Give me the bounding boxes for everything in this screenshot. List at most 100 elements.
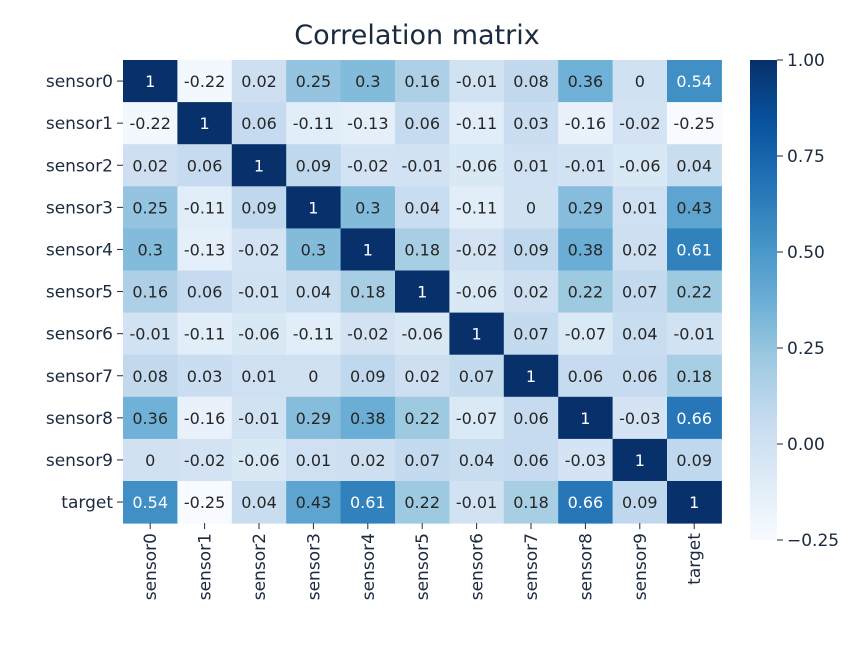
heatmap-cell <box>558 186 614 229</box>
heatmap-cell <box>503 144 559 187</box>
heatmap-cell <box>177 228 233 271</box>
cell-value-label: 1 <box>363 240 373 259</box>
heatmap-cell <box>286 396 342 440</box>
cell-value-label: 0.06 <box>513 409 549 428</box>
cell-value-label: 0.08 <box>132 367 168 386</box>
cell-value-label: -0.01 <box>129 325 170 344</box>
cell-value-label: -0.25 <box>184 493 225 512</box>
heatmap-cell <box>395 270 450 314</box>
cell-value-label: 0.09 <box>350 367 386 386</box>
cell-value-label: 0.36 <box>568 72 604 91</box>
colorbar-gradient <box>750 60 777 540</box>
column-label: sensor8 <box>576 533 596 600</box>
cell-value-label: 0.54 <box>132 493 168 512</box>
heatmap-cell <box>395 228 450 271</box>
heatmap-cell <box>286 228 342 271</box>
cell-value-label: -0.03 <box>565 451 606 470</box>
cell-value-label: 0.01 <box>622 198 658 217</box>
column-label: sensor0 <box>141 533 161 600</box>
cell-value-label: 0.3 <box>355 72 380 91</box>
heatmap-cell <box>667 270 722 314</box>
heatmap-cell <box>558 438 614 482</box>
colorbar: −0.25 0.00 0.25 0.50 0.75 1.00 <box>750 51 839 551</box>
heatmap-cell <box>503 186 559 229</box>
heatmap-cell <box>503 312 559 356</box>
cell-value-label: 0.3 <box>355 198 380 217</box>
cell-value-label: 0 <box>308 367 318 386</box>
column-label: sensor4 <box>359 533 379 600</box>
colorbar-tick-label: 0.50 <box>787 243 825 263</box>
heatmap-cell <box>286 102 342 145</box>
heatmap-cell <box>449 228 505 271</box>
cell-value-label: -0.11 <box>184 325 225 344</box>
column-labels: sensor0 sensor1 sensor2 sensor3 sensor4 senso… <box>141 523 705 600</box>
heatmap-cell <box>340 228 396 271</box>
cell-value-label: -0.07 <box>565 325 606 344</box>
heatmap-cell <box>503 228 559 271</box>
cell-value-label: 0.06 <box>187 156 223 175</box>
cell-value-label: 1 <box>635 451 645 470</box>
column-label: sensor3 <box>304 533 324 600</box>
cell-value-label: 0.09 <box>676 451 712 470</box>
heatmap-cell <box>123 60 178 103</box>
cell-value-label: -0.13 <box>184 240 225 259</box>
heatmap-cell <box>231 144 287 187</box>
cell-value-label: -0.16 <box>565 114 606 133</box>
heatmap-cell <box>449 102 505 145</box>
cell-value-label: -0.06 <box>238 325 279 344</box>
cell-value-label: 0.04 <box>404 198 440 217</box>
cell-value-label: 0.18 <box>350 283 386 302</box>
cell-value-label: -0.11 <box>184 198 225 217</box>
cell-value-label: -0.13 <box>347 114 388 133</box>
heatmap-cell <box>286 312 342 356</box>
heatmap-cell <box>667 312 722 356</box>
heatmap-cell <box>395 60 450 103</box>
heatmap-cell <box>667 228 722 271</box>
heatmap-cell <box>667 396 722 440</box>
heatmap-cell <box>449 354 505 398</box>
cell-value-label: 1 <box>145 72 155 91</box>
cell-value-label: 0.29 <box>568 198 604 217</box>
heatmap-cell <box>667 102 722 145</box>
heatmap-cell <box>340 60 396 103</box>
cell-value-label: -0.11 <box>293 114 334 133</box>
colorbar-tick-label: 1.00 <box>787 51 825 71</box>
cell-value-label: 1 <box>254 156 264 175</box>
heatmap-cell <box>449 60 505 103</box>
colorbar-tick-label: −0.25 <box>787 531 839 551</box>
heatmap-cell <box>340 438 396 482</box>
cell-value-label: 0.38 <box>350 409 386 428</box>
cell-value-label: 0.22 <box>676 283 712 302</box>
chart-title: Correlation matrix <box>294 20 540 51</box>
cell-value-label: -0.01 <box>565 156 606 175</box>
heatmap-cell <box>395 396 450 440</box>
cell-value-label: 0.07 <box>404 451 440 470</box>
heatmap-cell <box>558 396 614 440</box>
heatmap-cell <box>231 186 287 229</box>
cell-value-label: 0.02 <box>622 240 658 259</box>
cell-value-label: -0.01 <box>673 325 714 344</box>
row-label: sensor6 <box>46 325 113 345</box>
cell-value-label: 0.02 <box>350 451 386 470</box>
cell-value-label: -0.06 <box>456 156 497 175</box>
heatmap-cell <box>449 270 505 314</box>
heatmap-cell <box>340 270 396 314</box>
cell-value-label: 0.09 <box>622 493 658 512</box>
heatmap-cell <box>177 396 233 440</box>
cell-value-label: 0.66 <box>676 409 712 428</box>
heatmap-cell <box>231 396 287 440</box>
cell-value-label: 0.22 <box>568 283 604 302</box>
heatmap-cell <box>231 312 287 356</box>
cell-value-label: 0.06 <box>187 283 223 302</box>
row-label: sensor2 <box>46 156 113 176</box>
heatmap-cell <box>177 312 233 356</box>
heatmap-cell <box>449 481 505 524</box>
heatmap-cell <box>503 481 559 524</box>
cell-value-label: -0.01 <box>456 493 497 512</box>
column-label: target <box>685 533 705 585</box>
heatmap-cell <box>558 102 614 145</box>
cell-value-label: -0.01 <box>238 409 279 428</box>
cell-value-label: 0.01 <box>513 156 549 175</box>
cell-value-label: 0.22 <box>404 409 440 428</box>
